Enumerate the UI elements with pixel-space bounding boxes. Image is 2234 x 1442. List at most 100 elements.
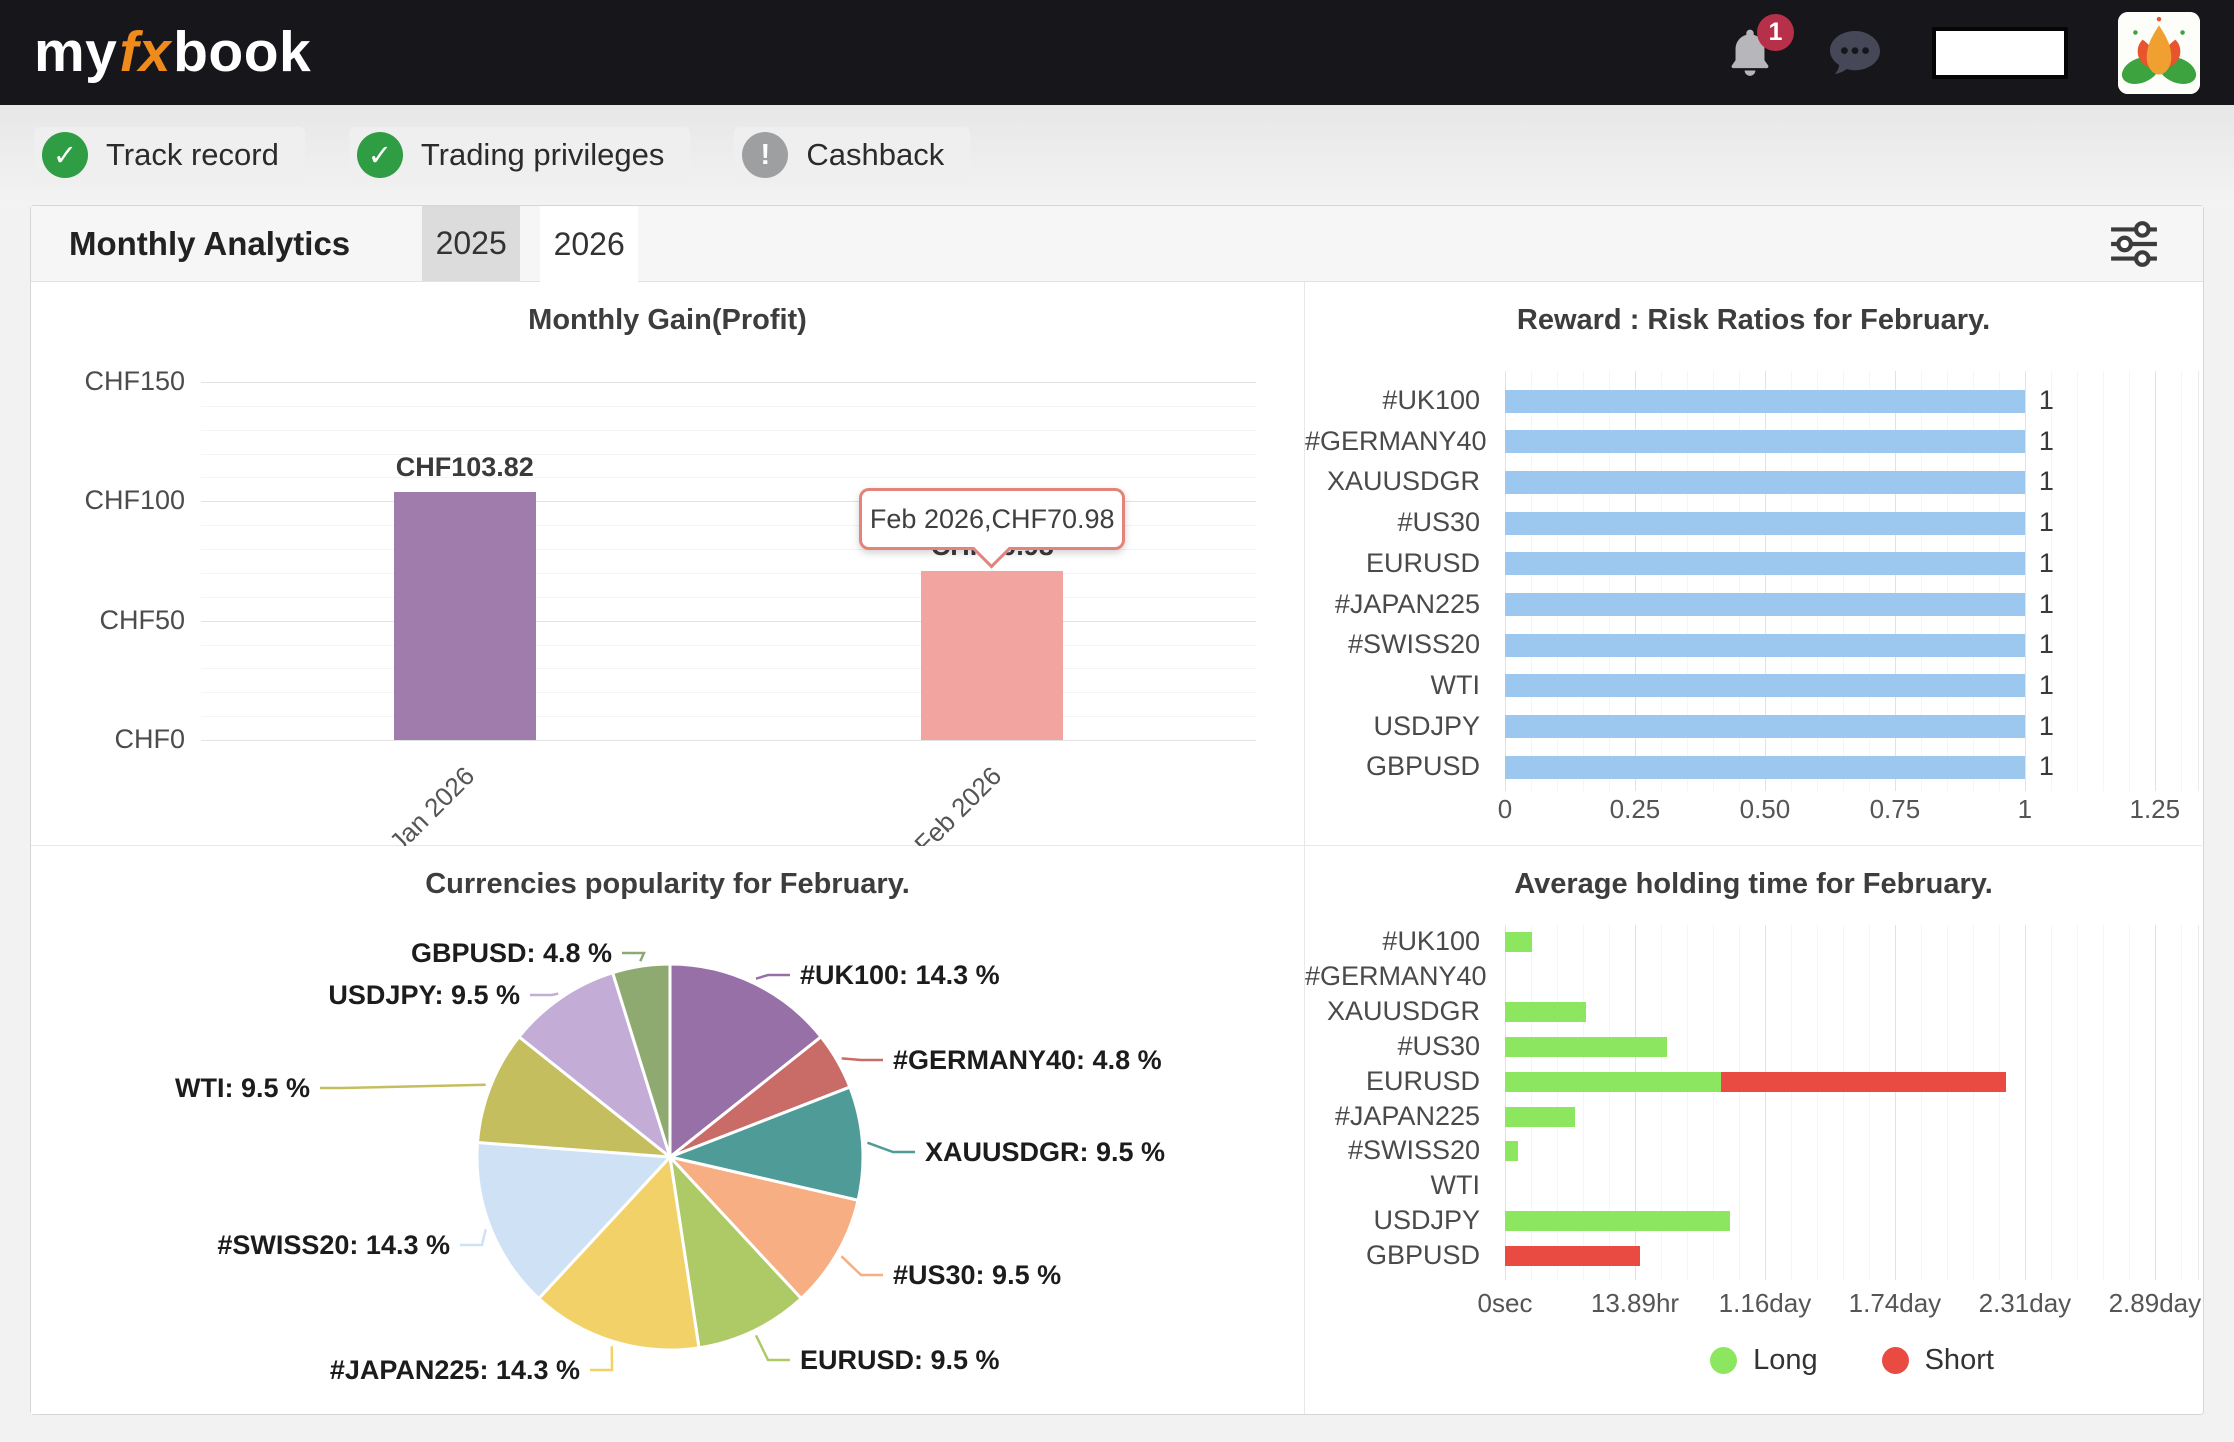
pie-slice-WTI[interactable] [475, 1034, 675, 1159]
y-axis-label: CHF0 [114, 724, 185, 754]
tab-2026[interactable]: 2026 [540, 206, 639, 283]
pie-label-WTI: WTI: 9.5 % [175, 1073, 310, 1103]
category-label: #JAPAN225 [1334, 588, 1480, 619]
pie-label-USDJPY: USDJPY: 9.5 % [328, 980, 520, 1010]
page-title: Monthly Analytics [69, 224, 351, 262]
pie-slice-GBPUSD[interactable] [610, 962, 672, 1158]
pie-leader-line [590, 1346, 614, 1372]
chart-settings-button[interactable] [2109, 219, 2159, 269]
badge-cashback[interactable]: ! Cashback [734, 127, 971, 183]
panel-header: Monthly Analytics 2025 2026 [31, 206, 2203, 283]
avatar[interactable] [2118, 11, 2200, 94]
chat-icon[interactable] [1828, 29, 1882, 77]
bar-Jan 2026[interactable] [393, 492, 536, 740]
y-axis-label: CHF150 [84, 366, 185, 396]
category-label: EURUSD [1365, 547, 1480, 578]
pie-slice-#SWISS20[interactable] [475, 1140, 674, 1301]
category-label: USDJPY [1373, 710, 1480, 741]
bar-Feb 2026[interactable] [921, 570, 1064, 740]
bar-segment-EURUSD[interactable] [1505, 552, 2025, 576]
legend-long[interactable]: Long [1710, 1344, 1818, 1377]
pie-leader-line [841, 1057, 883, 1062]
pie-slice-USDJPY[interactable] [516, 970, 673, 1162]
x-tick-label: 1.25 [2129, 794, 2181, 824]
bar-segment-USDJPY[interactable] [1505, 1211, 1730, 1232]
bar-value-label: 1 [2038, 507, 2054, 538]
gridline [2154, 371, 2156, 791]
bar-segment-#US30[interactable] [1505, 511, 2025, 535]
bell-icon [1722, 29, 1778, 86]
bar-segment-#SWISS20[interactable] [1505, 1141, 1519, 1162]
bar-segment-XAUUSDGR[interactable] [1505, 1001, 1586, 1022]
gridline [201, 382, 1256, 383]
bar-segment-#UK100[interactable] [1505, 389, 2025, 413]
notifications-button[interactable]: 1 [1722, 13, 1794, 82]
account-name-box[interactable] [1932, 26, 2068, 79]
tab-2025[interactable]: 2025 [422, 206, 521, 281]
badge-label: Track record [106, 137, 279, 172]
legend: Long Short [1505, 1344, 2199, 1377]
badge-track-record[interactable]: ✓ Track record [34, 127, 305, 183]
category-label: #US30 [1397, 1030, 1480, 1061]
legend-label: Short [1924, 1344, 1994, 1376]
category-label: #SWISS20 [1347, 629, 1480, 660]
bar-segment-#SWISS20[interactable] [1505, 633, 2025, 657]
bar-value-label: CHF103.82 [395, 452, 534, 483]
chart-title: Average holding time for February. [1514, 868, 1993, 900]
category-label: GBPUSD [1365, 1240, 1480, 1271]
legend-dot [1881, 1347, 1909, 1374]
bar-segment-#GERMANY40[interactable] [1505, 430, 2025, 454]
pie-slice-#JAPAN225[interactable] [536, 1153, 701, 1352]
tooltip-text: Feb 2026,CHF70.98 [869, 503, 1115, 534]
pie-chart: #UK100: 14.3 % #GERMANY40: 4.8 % XAUUSDGR:… [175, 938, 1165, 1385]
bar-segment-#UK100[interactable] [1505, 932, 1532, 952]
bar-segment-EURUSD[interactable] [1720, 1071, 2006, 1092]
bar-segment-#US30[interactable] [1505, 1036, 1667, 1057]
sliders-icon [2111, 220, 2157, 267]
pie-leader-line [530, 992, 559, 997]
tooltip-arrow [972, 530, 1011, 569]
bar-segment-USDJPY[interactable] [1505, 715, 2025, 739]
category-label: #UK100 [1382, 926, 1480, 956]
legend-dot [1710, 1347, 1738, 1374]
bar-segment-EURUSD[interactable] [1505, 1071, 1721, 1092]
category-label: #GERMANY40 [1305, 960, 1487, 991]
bar-segment-GBPUSD[interactable] [1505, 1246, 1640, 1267]
gridline [1634, 925, 1636, 1280]
category-label: #UK100 [1382, 385, 1480, 415]
bar-value-label: 1 [2038, 385, 2054, 415]
pie-label-#JAPAN225: #JAPAN225: 14.3 % [330, 1355, 580, 1385]
check-icon: ✓ [42, 132, 88, 178]
pie-slice-#US30[interactable] [665, 1154, 860, 1301]
myfxbook-logo[interactable]: myfxbook [34, 20, 312, 84]
category-label: USDJPY [1373, 1205, 1480, 1236]
bar-segment-#JAPAN225[interactable] [1505, 1106, 1575, 1127]
category-label: #SWISS20 [1347, 1135, 1480, 1166]
pie-slice-XAUUSDGR[interactable] [664, 1085, 865, 1203]
notification-count-badge: 1 [1757, 13, 1794, 51]
gridline [201, 429, 1256, 431]
bar-segment-GBPUSD[interactable] [1505, 755, 2025, 779]
pie-slice-EURUSD[interactable] [667, 1152, 804, 1350]
x-tick-label: 2.31day [1978, 1288, 2072, 1318]
category-label: WTI [1430, 669, 1480, 700]
category-label: EURUSD [1365, 1065, 1480, 1096]
bar-value-label: 1 [2038, 588, 2054, 619]
x-tick-label: 1.74day [1848, 1288, 1942, 1318]
gridline [201, 477, 1256, 479]
bar-segment-XAUUSDGR[interactable] [1505, 470, 2025, 494]
gridline [1505, 925, 1506, 1280]
pie-slice-#UK100[interactable] [668, 962, 824, 1161]
pie-label-#US30: #US30: 9.5 % [893, 1260, 1061, 1290]
gridline [201, 501, 1256, 503]
category-label: WTI [1430, 1170, 1480, 1201]
badge-trading-privileges[interactable]: ✓ Trading privileges [348, 127, 691, 183]
legend-short[interactable]: Short [1881, 1344, 1994, 1377]
category-label: XAUUSDGR [1326, 995, 1480, 1026]
bar-segment-WTI[interactable] [1505, 674, 2025, 698]
pie-label-XAUUSDGR: XAUUSDGR: 9.5 % [925, 1137, 1165, 1167]
pie-leader-line [320, 1083, 486, 1090]
legend-label: Long [1753, 1344, 1818, 1376]
bar-segment-#JAPAN225[interactable] [1505, 593, 2025, 616]
bar-value-label: 1 [2038, 547, 2054, 578]
